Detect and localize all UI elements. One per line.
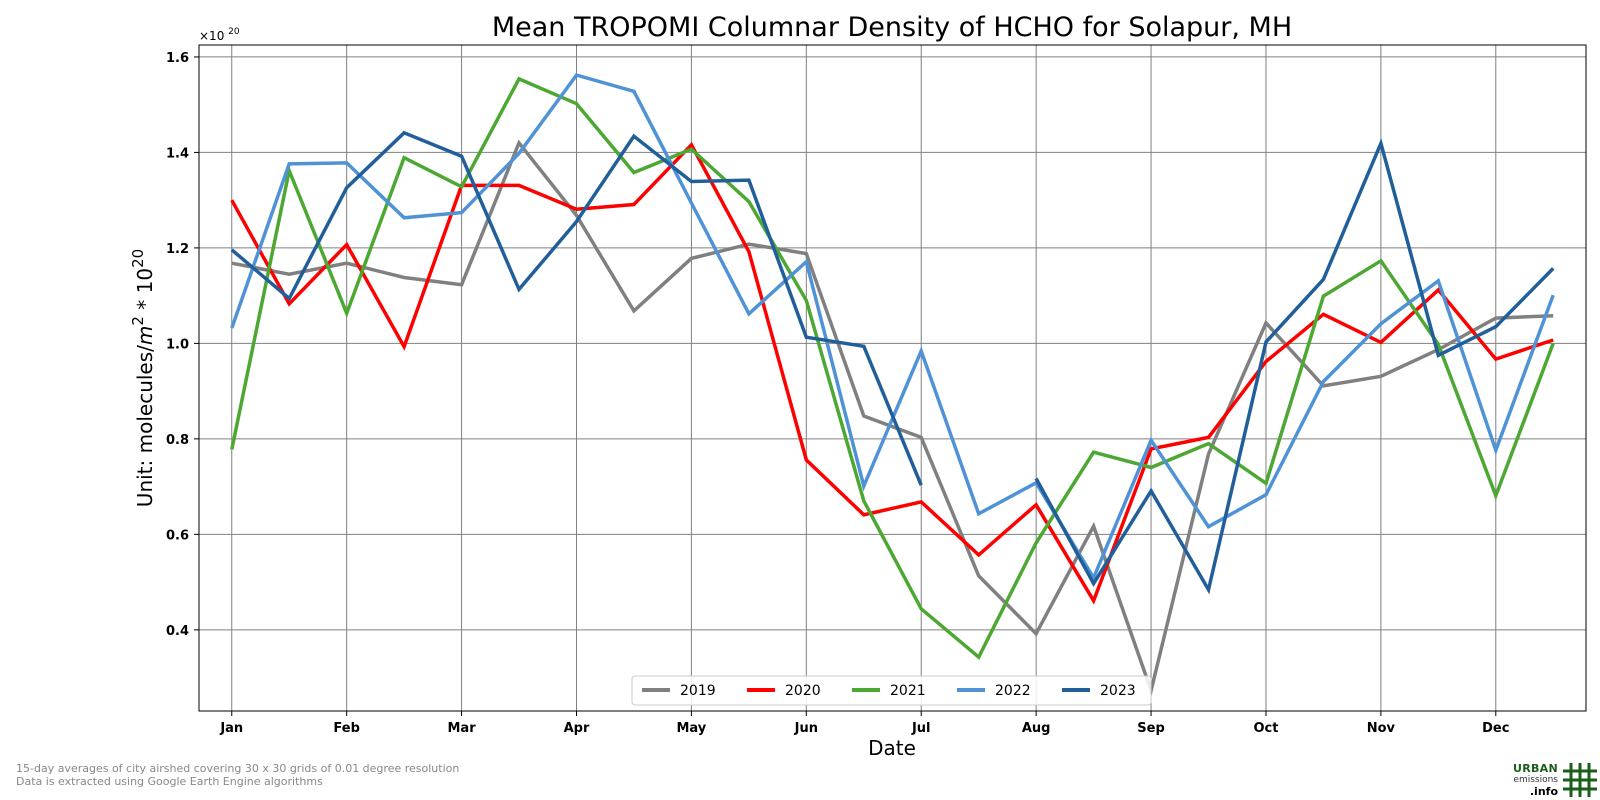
footnote-source: Data is extracted using Google Earth Eng… [16,775,323,788]
x-tick-label: Nov [1367,721,1396,736]
logo-text-info: .info [1529,785,1558,798]
x-tick-label: Apr [564,721,590,736]
footnote-averaging: 15-day averages of city airshed covering… [16,762,460,775]
x-tick-label: Mar [448,721,477,736]
urban-emissions-logo: URBAN emissions .info [1503,762,1598,798]
y-axis-title: Unit: molecules/m2 * 1020 [129,249,157,507]
scale-exp: 20 [228,27,240,37]
y-tick-label: 1.4 [166,146,189,161]
scale-label: ×10 20 [199,27,240,43]
y-tick-label: 0.8 [166,433,189,448]
plot-frame [198,44,1587,712]
x-tick-label: Dec [1482,721,1509,736]
series-lines [230,73,1555,697]
logo-grid-icon [1563,763,1597,797]
x-axis-title: Date [868,736,916,760]
x-tick-label: Jan [219,721,243,736]
x-tick-label: May [677,721,707,736]
y-tick-label: 1.6 [166,51,189,66]
x-tick-label: Jun [794,721,818,736]
legend-label-2023: 2023 [1100,683,1136,699]
legend-label-2021: 2021 [890,683,926,699]
logo-text-urban: URBAN [1512,762,1558,775]
x-tick-label: Sep [1137,721,1165,736]
legend-label-2022: 2022 [995,683,1031,699]
series-line-2021 [230,76,1555,660]
y-tick-label: 0.4 [166,624,189,639]
y-ticks: 0.4 0.6 0.8 1.0 1.2 1.4 1.6 [166,51,199,639]
series-line-2019 [231,139,1554,697]
logo-text-emissions: emissions [1513,775,1558,785]
x-tick-label: Jul [911,721,931,736]
x-tick-label: Aug [1022,721,1051,736]
chart-title: Mean TROPOMI Columnar Density of HCHO fo… [492,12,1292,43]
x-ticks: Jan Feb Mar Apr May Jun Jul Aug Sep Oct Nov Dec [219,711,1509,736]
legend-label-2019: 2019 [680,683,716,699]
y-tick-label: 0.6 [166,528,189,543]
x-tick-label: Oct [1253,721,1278,736]
legend: 2019 2020 2021 2022 2023 [631,675,1152,706]
scale-base: ×10 [199,29,224,43]
legend-label-2020: 2020 [785,683,821,699]
y-tick-label: 1.2 [166,242,189,257]
x-tick-label: Feb [333,721,359,736]
series-line-2023 [230,130,1555,595]
y-tick-label: 1.0 [166,337,189,352]
legend-box [631,675,1152,706]
